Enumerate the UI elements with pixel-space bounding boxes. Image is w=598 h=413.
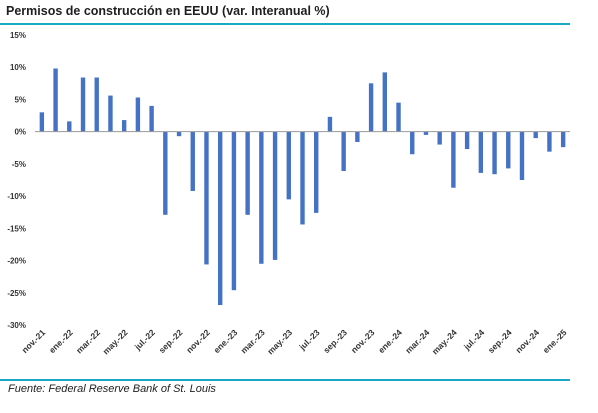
y-tick-label: -20%	[7, 257, 26, 266]
bar-ene.-22	[67, 121, 72, 132]
source-note: Fuente: Federal Reserve Bank of St. Loui…	[8, 383, 216, 395]
y-tick-label: -15%	[7, 224, 26, 233]
x-tick-label: nov.-21	[20, 327, 48, 355]
bar-jun.-22	[135, 97, 141, 132]
x-tick-label: may.-22	[101, 327, 130, 356]
bar-abr.-23	[272, 131, 278, 260]
bar-nov.-23	[368, 83, 374, 132]
bar-may.-23	[286, 131, 291, 200]
bar-sep.-23	[341, 131, 346, 171]
x-tick-label: ene.-22	[47, 327, 75, 355]
bar-nov.-21	[39, 112, 45, 132]
bar-oct.-22	[190, 131, 195, 191]
y-tick-label: -30%	[7, 321, 26, 330]
chart-title: Permisos de construcción en EEUU (var. I…	[6, 4, 330, 18]
bar-mar.-22	[94, 77, 99, 132]
x-tick-label: sep.-23	[321, 327, 349, 355]
y-tick-label: 15%	[10, 31, 26, 40]
y-tick-label: 5%	[14, 95, 26, 104]
bottom-accent-rule	[0, 379, 570, 381]
bar-nov.-24	[533, 131, 538, 139]
top-accent-rule	[0, 23, 570, 25]
bar-ago.-22	[163, 131, 168, 215]
bar-ene.-23	[231, 131, 237, 291]
x-tick-label: jul.-22	[132, 327, 157, 352]
y-tick-label: -10%	[7, 192, 26, 201]
x-tick-label: nov.-24	[513, 327, 541, 355]
bar-jul.-24	[478, 131, 484, 173]
x-tick-label: may.-24	[430, 327, 459, 356]
bar-feb.-23	[245, 131, 250, 215]
bar-jun.-23	[300, 131, 305, 225]
bar-jul.-22	[149, 105, 154, 132]
bar-chart: 15% 10% 5% 0% -5% -10% -15% -20% -25% -30% nov.-2…	[7, 31, 570, 356]
bar-dic.-23	[382, 72, 387, 132]
bar-ago.-24	[492, 131, 497, 175]
x-tick-label: nov.-22	[184, 327, 212, 355]
bar-ene.-24	[396, 102, 401, 132]
x-tick-label: may.-23	[265, 327, 294, 356]
bar-nov.-22	[204, 131, 209, 265]
x-tick-label: sep.-24	[486, 327, 514, 355]
x-tick-label: ene.-23	[212, 327, 240, 355]
x-tick-label: nov.-23	[349, 327, 377, 355]
bar-may.-24	[451, 131, 456, 188]
bar-jun.-24	[464, 131, 470, 150]
x-tick-label: mar.-22	[74, 327, 102, 355]
x-tick-label: jul.-23	[296, 327, 321, 352]
bar-dic.-21	[53, 68, 58, 132]
bar-dic.-22	[218, 131, 223, 306]
x-tick-label: mar.-24	[403, 327, 431, 355]
x-tick-label: sep.-22	[157, 327, 185, 355]
bar-may.-22	[121, 120, 127, 132]
x-tick-label: ene.-25	[541, 327, 569, 355]
bar-oct.-23	[355, 131, 360, 142]
bar-feb.-24	[410, 131, 415, 155]
bar-abr.-22	[108, 95, 113, 132]
bar-jul.-23	[314, 131, 319, 213]
bar-abr.-24	[437, 131, 442, 145]
y-tick-label: -5%	[12, 160, 26, 169]
bars	[39, 68, 566, 306]
x-tick-label: mar.-23	[239, 327, 267, 355]
bar-mar.-23	[259, 131, 264, 264]
bar-sep.-24	[506, 131, 511, 169]
x-tick-label: jul.-24	[461, 327, 486, 352]
y-tick-label: 0%	[14, 128, 26, 137]
bar-feb.-22	[80, 77, 86, 132]
y-tick-label: 10%	[10, 63, 26, 72]
y-tick-label: -25%	[7, 289, 26, 298]
bar-dic.-24	[547, 131, 552, 152]
bar-ago.-23	[327, 116, 333, 132]
x-tick-label: ene.-24	[376, 327, 404, 355]
bar-ene.-25	[560, 131, 566, 148]
bar-mar.-24	[423, 131, 429, 135]
bar-oct.-24	[519, 131, 525, 180]
bar-sep.-22	[176, 131, 182, 137]
y-axis-ticks: 15% 10% 5% 0% -5% -10% -15% -20% -25% -30%	[7, 31, 26, 330]
